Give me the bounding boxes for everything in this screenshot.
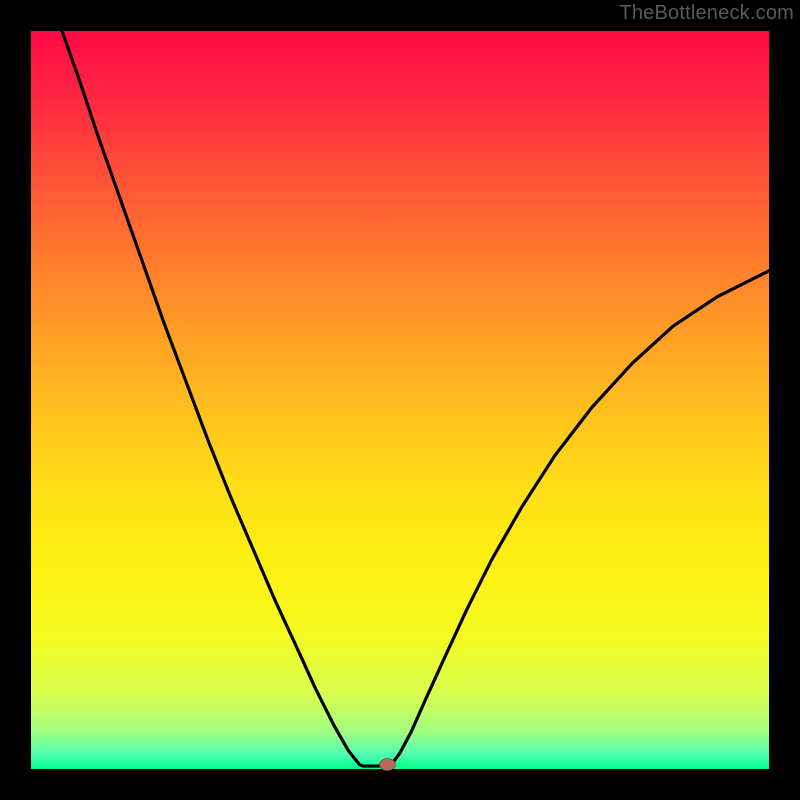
bottleneck-chart	[0, 0, 800, 800]
watermark-label: TheBottleneck.com	[619, 2, 794, 25]
chart-container: TheBottleneck.com	[0, 0, 800, 800]
plot-background	[31, 31, 769, 769]
optimum-marker	[379, 759, 395, 771]
